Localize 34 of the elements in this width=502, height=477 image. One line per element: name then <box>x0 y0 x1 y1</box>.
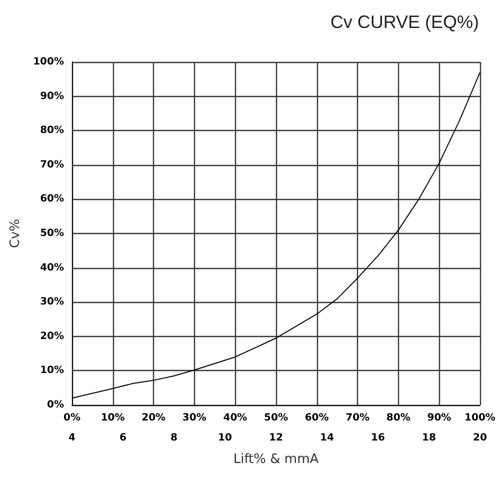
x-axis-title: Lift% & mmA <box>233 452 319 467</box>
x-tick-label: 100% <box>464 412 496 424</box>
x2-tick-label: 14 <box>320 432 334 444</box>
y-tick-label: 70% <box>40 159 64 170</box>
y-tick-label: 60% <box>40 194 64 205</box>
x2-tick-label: 12 <box>269 432 283 444</box>
x-tick-label: 20% <box>142 412 166 424</box>
x2-tick-label: 20 <box>473 432 487 444</box>
x-tick-label: 70% <box>346 412 370 424</box>
x-tick-label: 30% <box>182 412 206 424</box>
x2-tick-label: 10 <box>218 432 232 444</box>
x2-tick-label: 16 <box>371 432 385 444</box>
x2-tick-label: 4 <box>68 432 76 444</box>
x-tick-label: 90% <box>427 412 452 424</box>
y-tick-label: 20% <box>40 330 64 342</box>
y-tick-label: 80% <box>40 125 64 136</box>
x-tick-label: 10% <box>100 412 125 424</box>
x2-tick-label: 6 <box>120 432 127 444</box>
y-tick-label: 10% <box>40 365 64 376</box>
x-tick-label: 50% <box>264 412 288 424</box>
y-tick-label: 30% <box>40 296 64 308</box>
x-tick-label: 40% <box>223 412 248 424</box>
chart-title: Cv CURVE (EQ%) <box>330 12 480 32</box>
x-tick-label: 80% <box>386 412 410 424</box>
x-tick-label: 0% <box>64 412 80 424</box>
x-tick-label: 60% <box>304 412 329 424</box>
y-axis-title: Cv% <box>8 218 24 248</box>
y-tick-label: 0% <box>47 400 64 410</box>
y-tick-label: 100% <box>33 56 64 68</box>
y-tick-label: 50% <box>40 228 64 239</box>
x2-tick-label: 18 <box>422 432 436 444</box>
y-tick-label: 40% <box>40 262 64 274</box>
y-tick-label: 90% <box>40 90 64 102</box>
x2-tick-label: 8 <box>170 432 178 444</box>
